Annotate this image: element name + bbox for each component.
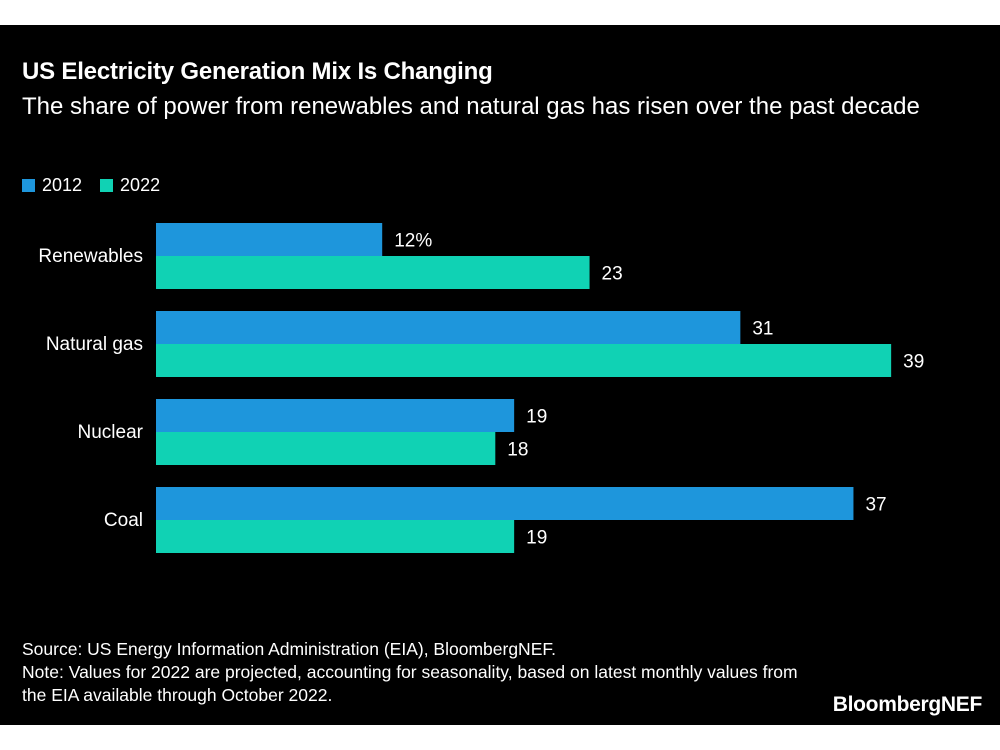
data-label-renewables-2012: 12%: [394, 231, 432, 252]
category-label-nuclear: Nuclear: [78, 422, 144, 443]
legend-item-2012: 2012: [22, 175, 82, 196]
legend-item-2022: 2022: [100, 175, 160, 196]
brand-logo: BloombergNEF: [832, 693, 983, 716]
category-label-coal: Coal: [104, 510, 143, 531]
data-label-coal-2012: 37: [865, 495, 886, 516]
bar-chart: Renewables 12% 23 Natural gas 31 39 Nuclear 19 1…: [38, 223, 924, 553]
bar-renewables-2022: [156, 256, 590, 289]
bar-coal-2022: [156, 520, 515, 553]
data-label-natural-gas-2022: 39: [903, 352, 924, 373]
bar-nuclear-2022: [156, 432, 496, 465]
data-label-nuclear-2022: 18: [507, 440, 528, 461]
bar-natural-gas-2022: [156, 344, 892, 377]
data-label-coal-2022: 19: [526, 528, 547, 549]
data-label-renewables-2022: 23: [602, 264, 623, 285]
chart-subtitle: The share of power from renewables and n…: [22, 93, 920, 120]
legend-label-2022: 2022: [120, 175, 161, 195]
category-label-renewables: Renewables: [38, 246, 143, 267]
legend-swatch-2012: [22, 179, 35, 192]
chart-card: US Electricity Generation Mix Is Changin…: [0, 25, 1000, 725]
legend-label-2012: 2012: [42, 175, 83, 195]
bar-renewables-2012: [156, 223, 383, 256]
category-label-natural-gas: Natural gas: [46, 334, 143, 355]
bar-coal-2012: [156, 487, 854, 520]
data-label-natural-gas-2012: 31: [752, 319, 773, 340]
bar-nuclear-2012: [156, 399, 515, 432]
footnote: Note: Values for 2022 are projected, acc…: [22, 662, 798, 705]
data-label-nuclear-2012: 19: [526, 407, 547, 428]
chart-title: US Electricity Generation Mix Is Changin…: [22, 58, 493, 85]
source-note: Source: US Energy Information Administra…: [22, 639, 556, 659]
legend: 2012 2022: [22, 175, 178, 196]
legend-swatch-2022: [100, 179, 114, 192]
bar-natural-gas-2012: [156, 311, 741, 344]
